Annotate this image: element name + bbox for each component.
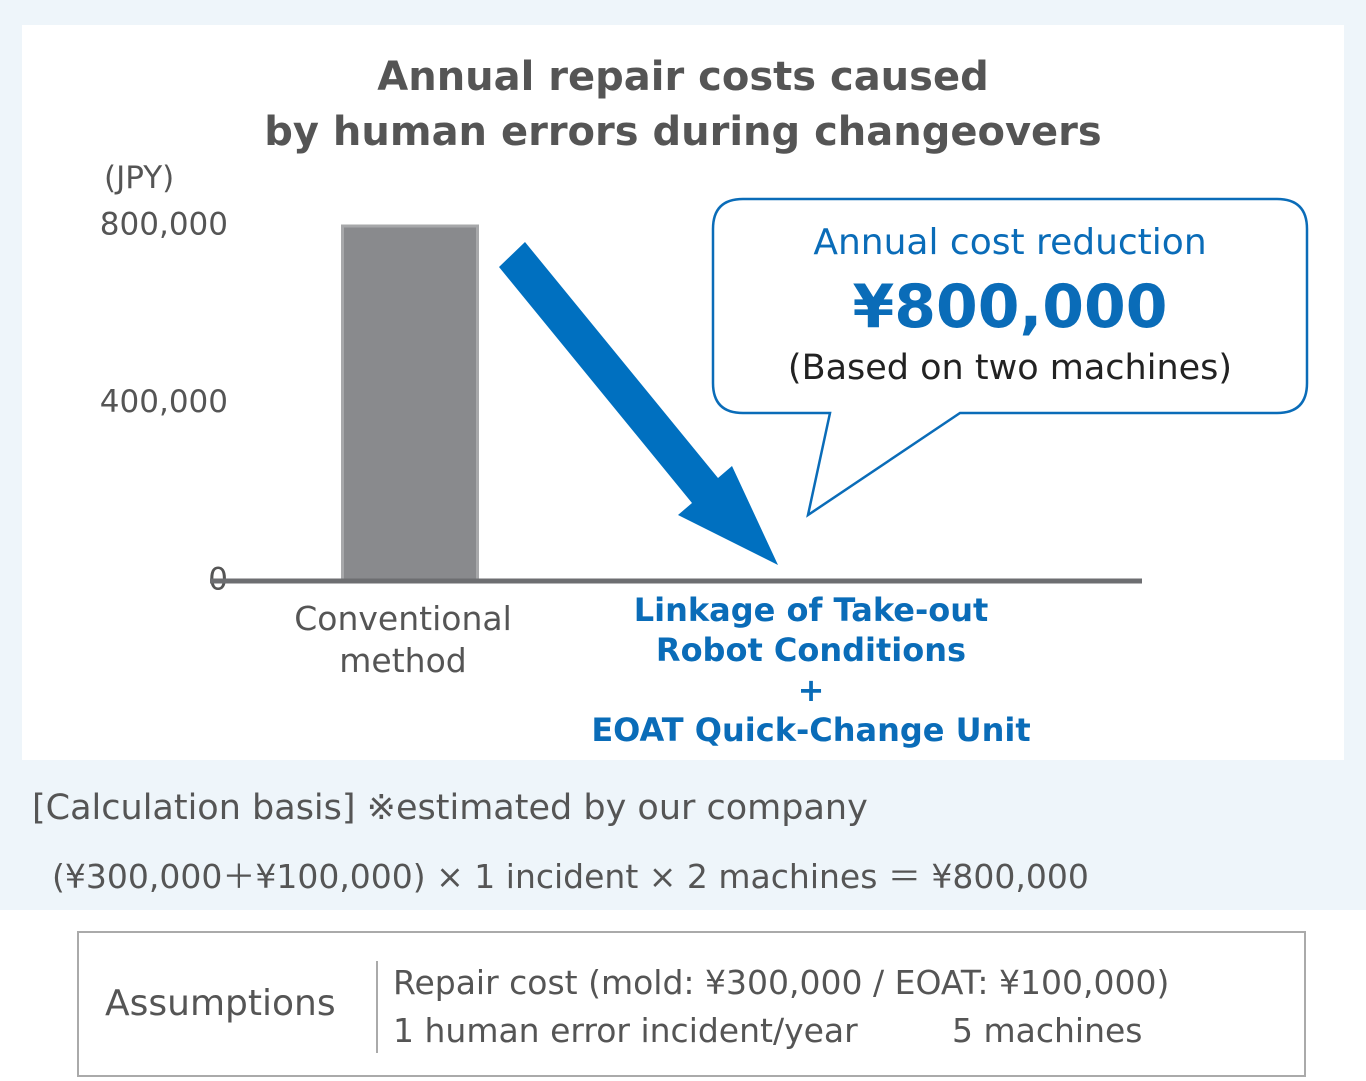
y-axis-label: (JPY)	[104, 160, 175, 196]
chart-title: Annual repair costs caused by human erro…	[264, 54, 1102, 155]
assumption: 1 human error incident/year	[393, 1011, 858, 1050]
callout-note: (Based on two machines)	[787, 348, 1233, 388]
callout-bubble	[711, 197, 1309, 518]
assumption: Repair cost (mold: ¥300,000 / EOAT: ¥100…	[393, 963, 1170, 1002]
x-tick-label: Linkage of Take-out Robot Conditions + E…	[591, 591, 1031, 749]
assumptions-box: Assumptions Repair cost (mold: ¥300,000 …	[77, 931, 1306, 1077]
calculation-basis: [Calculation basis] ※estimated by our co…	[32, 788, 868, 828]
callout-amount: ¥800,000	[852, 272, 1168, 342]
callout-heading: Annual cost reduction	[813, 222, 1207, 263]
assumptions-label: Assumptions	[105, 983, 336, 1024]
y-tick-label: 800,000	[100, 207, 228, 243]
y-tick-label: 400,000	[100, 384, 228, 420]
calculation-formula: (¥300,000＋¥100,000) × 1 incident × 2 mac…	[52, 857, 1089, 896]
bar	[341, 224, 479, 583]
x-tick-label: Conventional method	[294, 599, 512, 680]
reduction-arrow	[499, 242, 778, 565]
separator	[376, 961, 378, 1053]
assumption: 5 machines	[952, 1011, 1143, 1050]
